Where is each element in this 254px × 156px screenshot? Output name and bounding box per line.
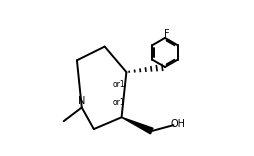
Text: F: F [164,29,169,39]
Text: or1: or1 [113,80,125,89]
Text: or1: or1 [113,98,125,107]
Text: OH: OH [170,119,185,129]
Text: N: N [78,96,85,106]
Polygon shape [122,117,153,134]
